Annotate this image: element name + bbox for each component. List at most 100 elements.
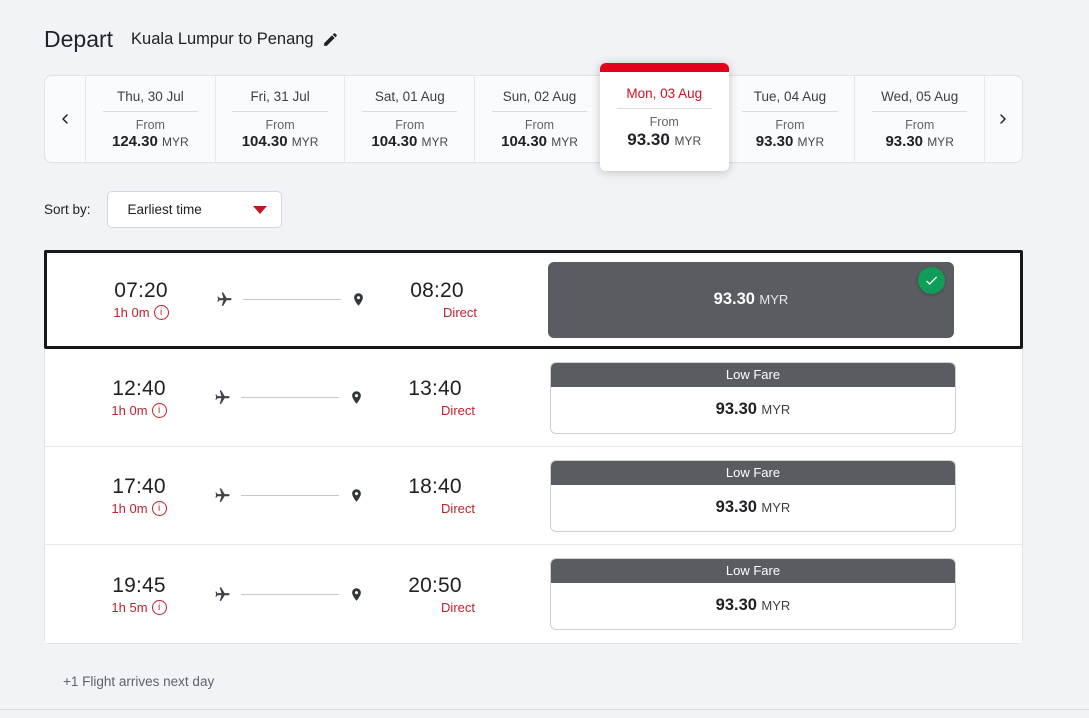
route-line: [243, 299, 341, 300]
price-amount: 104.30: [371, 133, 418, 150]
route-graphic: [216, 291, 366, 308]
info-icon[interactable]: i: [151, 599, 167, 615]
price-currency: MYR: [761, 401, 791, 417]
route-graphic: [214, 487, 364, 504]
date-option-mon-03-aug-selected[interactable]: Mon, 03 Aug From 93.30 MYR: [599, 63, 729, 171]
stops-label: Direct: [441, 403, 475, 418]
arrival-block: 08:20 Direct: [391, 279, 483, 320]
departure-time: 12:40: [112, 377, 166, 400]
date-label: Mon, 03 Aug: [626, 86, 703, 101]
departure-block: 12:40 1h 0m i: [93, 377, 185, 418]
arrival-time: 08:20: [410, 279, 464, 302]
departure-time: 07:20: [114, 279, 168, 302]
caret-down-icon: [252, 205, 267, 214]
plane-icon: [215, 390, 230, 404]
arrival-time: 18:40: [408, 475, 462, 498]
depart-header: Depart Kuala Lumpur to Penang: [44, 0, 1023, 53]
sort-by-label: Sort by:: [44, 202, 91, 217]
arrival-block: 20:50 Direct: [389, 574, 481, 615]
info-icon[interactable]: i: [153, 305, 169, 320]
flight-row[interactable]: 17:40 1h 0m i 18:40 Direct: [45, 447, 1022, 545]
route-line: [241, 397, 339, 398]
arrival-block: 18:40 Direct: [389, 475, 481, 516]
next-day-note: +1 Flight arrives next day: [63, 674, 215, 689]
from-label: From: [775, 118, 805, 132]
sort-selected-option: Earliest time: [127, 202, 202, 217]
plane-icon: [217, 292, 232, 306]
carousel-next-button[interactable]: [984, 76, 1022, 162]
location-pin-icon: [354, 293, 363, 306]
price-currency: MYR: [162, 135, 189, 149]
departure-block: 07:20 1h 0m i: [95, 279, 187, 320]
departure-block: 19:45 1h 5m i: [93, 574, 185, 615]
plane-icon: [215, 586, 230, 601]
route-graphic: [214, 389, 364, 406]
fare-type-label: Low Fare: [551, 362, 955, 387]
price-amount: 124.30: [111, 133, 158, 150]
flight-list: 07:20 1h 0m i 08:20 Direct: [44, 250, 1023, 644]
flight-row-selected[interactable]: 07:20 1h 0m i 08:20 Direct: [44, 250, 1023, 349]
flight-duration: 1h 5m i: [93, 599, 185, 615]
date-price: 104.30 MYR: [475, 133, 604, 150]
flight-row[interactable]: 12:40 1h 0m i 13:40 Direct: [45, 349, 1022, 447]
fare-area: 93.30 MYR: [548, 261, 954, 338]
from-label: From: [524, 118, 555, 132]
low-fare-card[interactable]: Low Fare 93.30 MYR: [550, 558, 956, 630]
date-price: 93.30 MYR: [855, 133, 984, 150]
date-option-wed-05-aug[interactable]: Wed, 05 Aug From 93.30 MYR: [854, 76, 986, 162]
price-amount: 93.30: [627, 130, 670, 149]
price-currency: MYR: [761, 598, 791, 613]
stops-label: Direct: [443, 305, 477, 320]
date-price: 104.30 MYR: [216, 133, 345, 150]
info-icon[interactable]: i: [151, 403, 167, 418]
price-currency: MYR: [759, 292, 789, 307]
date-label: Thu, 30 Jul: [116, 89, 184, 104]
departure-block: 17:40 1h 0m i: [93, 475, 185, 516]
location-pin-icon: [352, 489, 361, 502]
stops-label: Direct: [441, 501, 475, 516]
duration-text: 1h 0m: [111, 403, 148, 418]
carousel-prev-button[interactable]: [45, 76, 85, 162]
divider: [362, 111, 458, 112]
plane-icon: [215, 488, 230, 502]
price-amount: 93.30: [885, 133, 924, 150]
date-label: Tue, 04 Aug: [753, 89, 827, 104]
fare-area: Low Fare 93.30 MYR: [550, 558, 956, 630]
from-label: From: [905, 118, 935, 132]
flight-duration: 1h 0m i: [93, 501, 185, 516]
fare-price: 93.30 MYR: [551, 583, 955, 629]
selected-fare-button[interactable]: 93.30 MYR: [548, 261, 954, 338]
date-option-fri-31-jul[interactable]: Fri, 31 Jul From 104.30 MYR: [214, 76, 346, 162]
flight-row[interactable]: 19:45 1h 5m i 20:50 Direct: [45, 545, 1022, 643]
duration-text: 1h 5m: [111, 599, 148, 615]
date-option-thu-30-jul[interactable]: Thu, 30 Jul From 124.30 MYR: [85, 76, 216, 162]
from-label: From: [135, 118, 165, 132]
date-option-sun-02-aug[interactable]: Sun, 02 Aug From 104.30 MYR: [474, 76, 605, 162]
edit-route-icon[interactable]: [322, 31, 339, 48]
price-currency: MYR: [291, 135, 319, 149]
divider: [491, 111, 588, 112]
fare-price: 93.30 MYR: [551, 485, 955, 531]
date-label: Wed, 05 Aug: [881, 89, 959, 104]
check-icon: [926, 275, 938, 285]
selected-date-indicator: [599, 63, 729, 72]
low-fare-card[interactable]: Low Fare 93.30 MYR: [550, 361, 956, 434]
date-option-sat-01-aug[interactable]: Sat, 01 Aug From 104.30 MYR: [344, 76, 476, 162]
flight-duration: 1h 0m i: [93, 403, 185, 418]
chevron-right-icon: [1000, 114, 1006, 124]
divider: [232, 111, 328, 112]
date-carousel: Thu, 30 Jul From 124.30 MYR Fri, 31 Jul …: [44, 63, 1023, 171]
date-option-tue-04-aug[interactable]: Tue, 04 Aug From 93.30 MYR: [724, 76, 856, 162]
from-label: From: [649, 115, 679, 129]
divider: [742, 111, 838, 112]
date-label: Sat, 01 Aug: [374, 89, 445, 104]
price-amount: 104.30: [241, 133, 288, 150]
duration-text: 1h 0m: [111, 501, 148, 516]
arrival-time: 13:40: [408, 377, 462, 400]
low-fare-card[interactable]: Low Fare 93.30 MYR: [550, 459, 956, 532]
date-label: Fri, 31 Jul: [250, 89, 310, 104]
info-icon[interactable]: i: [151, 501, 167, 516]
fare-area: Low Fare 93.30 MYR: [550, 459, 956, 532]
sort-dropdown[interactable]: Earliest time: [106, 191, 282, 228]
